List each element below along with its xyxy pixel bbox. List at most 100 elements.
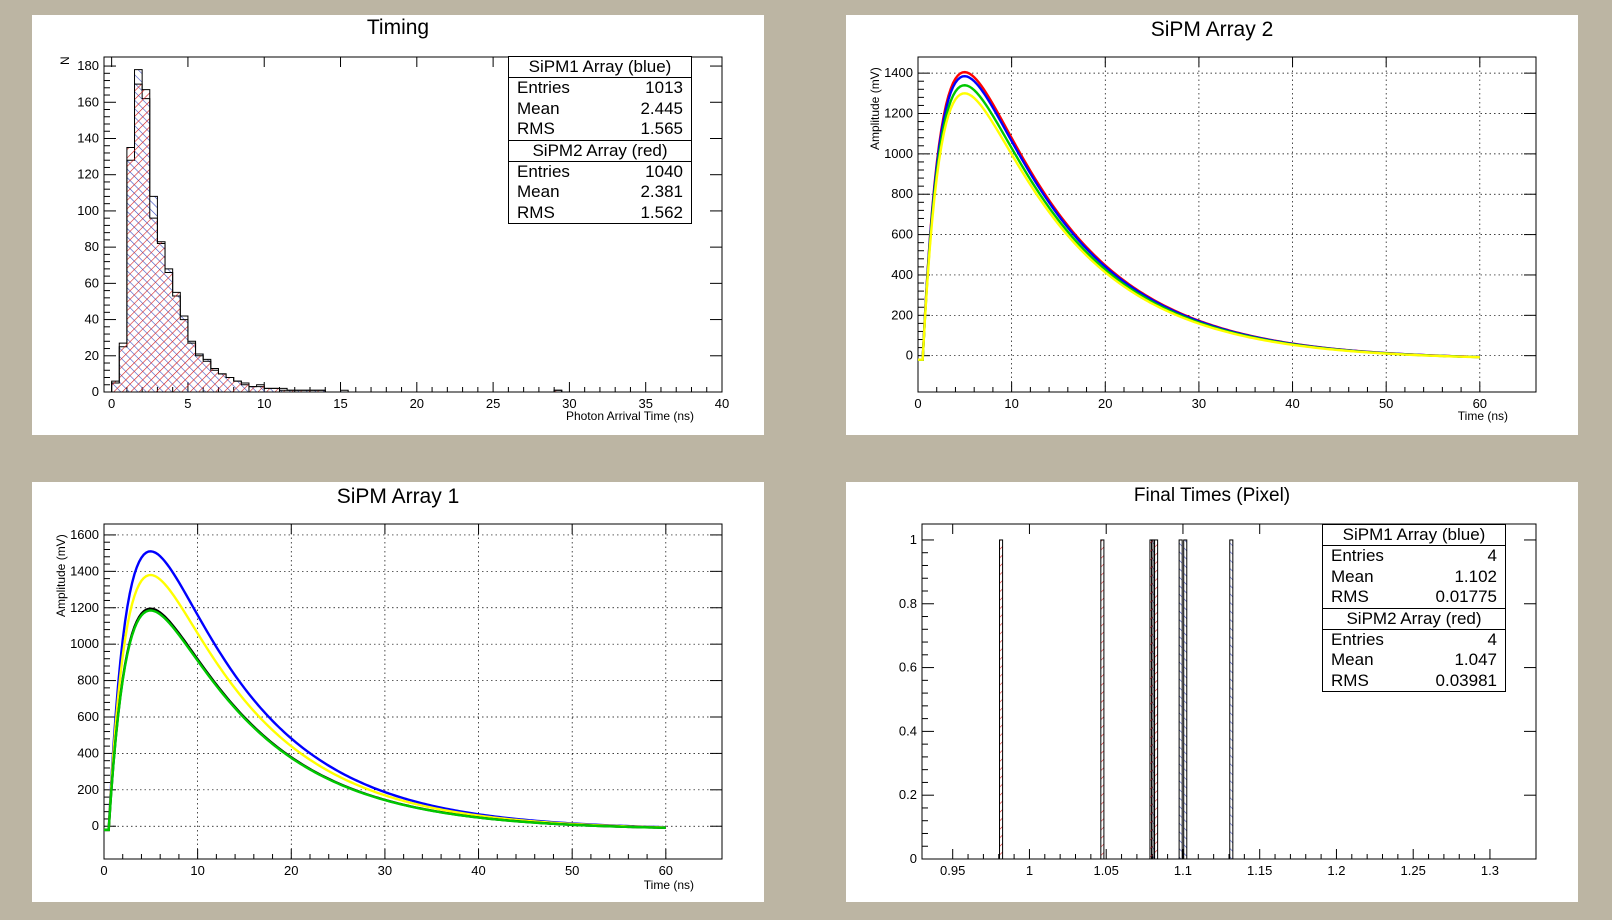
x-tick-label: 50 bbox=[565, 863, 579, 878]
x-tick-label: 40 bbox=[1285, 396, 1299, 411]
x-tick-label: 50 bbox=[1379, 396, 1393, 411]
timing-histogram: 0 5 10 15 20 25 30 35 40 0 20 40 60 80 100 120 140 160 180 bbox=[77, 56, 729, 411]
stats-key: Mean bbox=[1331, 566, 1374, 586]
sipm-array-2-panel: SiPM Array 2 0 10 20 30 40 50 60 0 200 400 600 800 1… bbox=[846, 15, 1578, 435]
stats-row: RMS 1.565 bbox=[509, 119, 691, 140]
final-times-panel: Final Times (Pixel) 0.95 1 1.05 1.1 1.15 1.2 1… bbox=[846, 482, 1578, 902]
x-tick-label: 10 bbox=[1004, 396, 1018, 411]
x-tick-label: 10 bbox=[257, 396, 271, 411]
stats-title: SiPM1 Array (blue) bbox=[1323, 525, 1505, 546]
stats-row: Entries 4 bbox=[1323, 546, 1505, 567]
sipm-array-2-x-label: Time (ns) bbox=[1457, 409, 1508, 423]
final-times-title: Final Times (Pixel) bbox=[1133, 485, 1291, 506]
x-tick-label: 1.1 bbox=[1174, 863, 1192, 878]
stats-value: 4 bbox=[1487, 546, 1497, 565]
stats-row: Entries 1013 bbox=[509, 78, 691, 99]
stats-value: 1.102 bbox=[1454, 566, 1497, 586]
sipm-array-1-x-label: Time (ns) bbox=[643, 878, 694, 892]
stats-block-sipm2: SiPM2 Array (red) Entries 4 Mean 1.047 RMS… bbox=[1323, 607, 1505, 692]
stats-value: 4 bbox=[1487, 629, 1497, 649]
y-tick-label: 1000 bbox=[70, 636, 99, 651]
stats-row: RMS 0.03981 bbox=[1323, 671, 1505, 692]
y-tick-label: 1200 bbox=[884, 106, 913, 121]
y-tick-label: 400 bbox=[77, 745, 99, 760]
x-tick-label: 1.05 bbox=[1094, 863, 1119, 878]
y-tick-label: 600 bbox=[77, 709, 99, 724]
x-tick-label: 40 bbox=[715, 396, 729, 411]
plot-frame bbox=[917, 56, 1537, 393]
stats-value: 1013 bbox=[645, 78, 683, 97]
x-tick-label: 1.3 bbox=[1481, 863, 1499, 878]
histogram-bar bbox=[999, 539, 1004, 860]
stats-key: Entries bbox=[517, 161, 570, 181]
x-tick-label: 30 bbox=[562, 396, 576, 411]
y-tick-label: 0.4 bbox=[899, 723, 917, 738]
stats-key: RMS bbox=[517, 119, 555, 138]
pulse-curve-4 bbox=[918, 92, 1480, 361]
x-tick-label: 10 bbox=[190, 863, 204, 878]
y-tick-label: 0 bbox=[906, 348, 913, 363]
x-tick-label: 5 bbox=[184, 396, 191, 411]
timing-stats-box: SiPM1 Array (blue) Entries 1013 Mean 2.445… bbox=[508, 56, 692, 224]
stats-key: Mean bbox=[1331, 650, 1374, 669]
timing-x-label: Photon Arrival Time (ns) bbox=[565, 409, 694, 423]
stats-key: Mean bbox=[517, 98, 560, 118]
histogram-bar bbox=[1149, 539, 1154, 860]
y-tick-label: 0 bbox=[92, 384, 99, 399]
stats-row: Entries 4 bbox=[1323, 630, 1505, 651]
timing-y-label: N bbox=[58, 56, 72, 65]
stats-title: SiPM2 Array (red) bbox=[509, 141, 691, 162]
sipm-array-1-chart: 0 10 20 30 40 50 60020040060080010001200140016… bbox=[70, 523, 723, 878]
stats-key: Entries bbox=[1331, 629, 1384, 649]
stats-row: Entries 1040 bbox=[509, 162, 691, 183]
y-tick-label: 1200 bbox=[70, 600, 99, 615]
x-tick-label: 35 bbox=[638, 396, 652, 411]
x-tick-label: 1.25 bbox=[1401, 863, 1426, 878]
sipm-array-1-y-label: Amplitude (mV) bbox=[54, 534, 68, 617]
x-tick-label: 1.2 bbox=[1327, 863, 1345, 878]
y-tick-label: 600 bbox=[891, 227, 913, 242]
x-tick-label: 20 bbox=[410, 396, 424, 411]
x-tick-label: 60 bbox=[1473, 396, 1487, 411]
timing-title: Timing bbox=[366, 16, 430, 39]
sipm-array-2-title: SiPM Array 2 bbox=[1150, 18, 1274, 41]
x-tick-label: 15 bbox=[333, 396, 347, 411]
y-tick-label: 140 bbox=[77, 130, 99, 145]
stats-block-sipm1: SiPM1 Array (blue) Entries 4 Mean 1.102 RM… bbox=[1323, 525, 1505, 608]
sipm-array-1-panel: SiPM Array 1 0 10 20 30 40 50 60 0 200 400 600 800 1… bbox=[32, 482, 764, 902]
stats-value: 0.01775 bbox=[1435, 587, 1497, 606]
histogram-bar bbox=[1183, 539, 1188, 860]
x-tick-label: 0 bbox=[108, 396, 115, 411]
timing-panel: Timing 0 5 10 15 20 25 30 35 40 0 20 40 60 80 100 120 14… bbox=[32, 15, 764, 435]
x-tick-label: 30 bbox=[378, 863, 392, 878]
stats-row: Mean 1.102 bbox=[1323, 567, 1505, 588]
stats-row: Mean 2.381 bbox=[509, 182, 691, 203]
x-tick-label: 25 bbox=[486, 396, 500, 411]
stats-key: Entries bbox=[1331, 546, 1384, 565]
x-tick-label: 60 bbox=[659, 863, 673, 878]
final-stats-box: SiPM1 Array (blue) Entries 4 Mean 1.102 RM… bbox=[1322, 524, 1506, 692]
stats-block-sipm2: SiPM2 Array (red) Entries 1040 Mean 2.381 … bbox=[509, 139, 691, 224]
y-tick-label: 120 bbox=[77, 167, 99, 182]
stats-key: RMS bbox=[1331, 587, 1369, 606]
stats-value: 1.562 bbox=[640, 202, 683, 222]
y-tick-label: 200 bbox=[77, 782, 99, 797]
y-tick-label: 800 bbox=[891, 186, 913, 201]
y-tick-label: 20 bbox=[85, 348, 99, 363]
y-tick-label: 80 bbox=[85, 239, 99, 254]
histogram-bar bbox=[1178, 539, 1183, 860]
x-tick-label: 1.15 bbox=[1247, 863, 1272, 878]
stats-value: 1.565 bbox=[640, 119, 683, 138]
stats-key: Mean bbox=[517, 182, 560, 201]
stats-row: RMS 1.562 bbox=[509, 203, 691, 224]
y-tick-label: 1 bbox=[910, 532, 917, 547]
stats-key: RMS bbox=[1331, 670, 1369, 690]
x-tick-label: 20 bbox=[284, 863, 298, 878]
sipm-array-1-title: SiPM Array 1 bbox=[336, 485, 460, 508]
y-tick-label: 200 bbox=[891, 307, 913, 322]
y-tick-label: 400 bbox=[891, 267, 913, 282]
y-tick-label: 1600 bbox=[70, 527, 99, 542]
plot-frame bbox=[103, 523, 723, 860]
x-tick-label: 0 bbox=[914, 396, 921, 411]
x-tick-label: 30 bbox=[1192, 396, 1206, 411]
